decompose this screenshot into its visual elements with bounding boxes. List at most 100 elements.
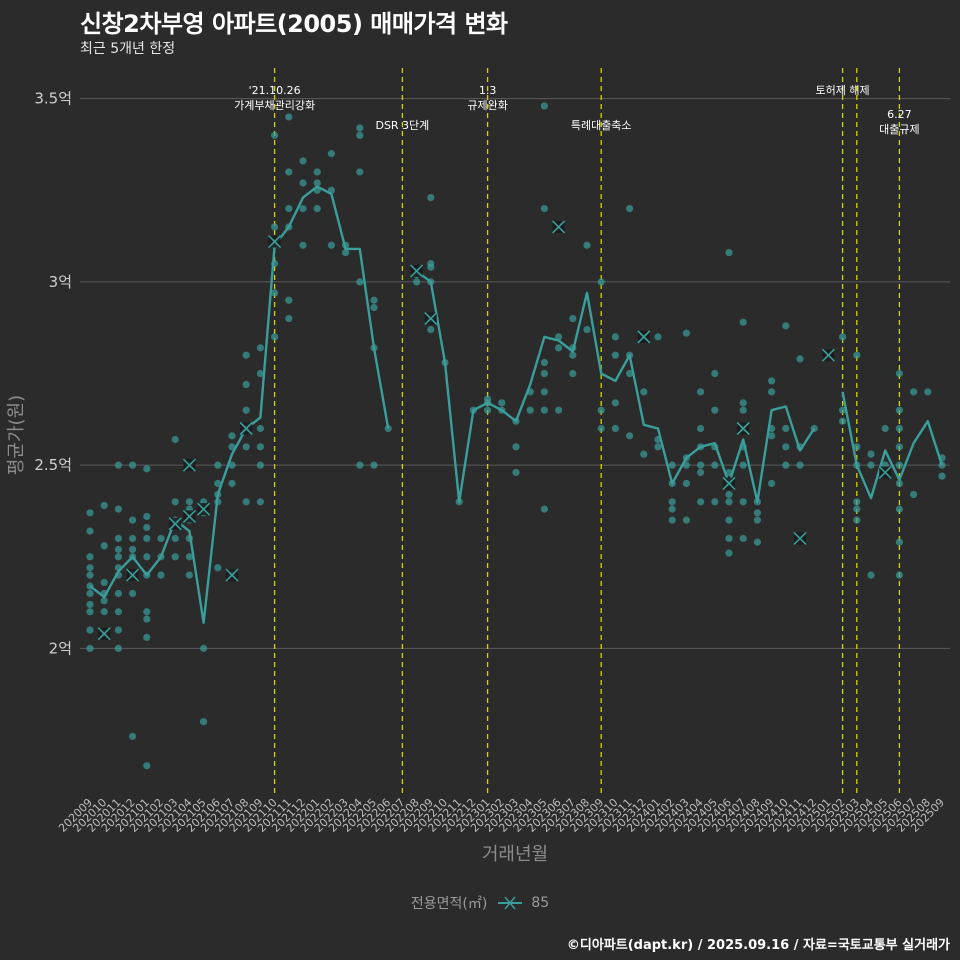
data-point <box>597 278 605 286</box>
x-marker-stroke <box>182 458 196 472</box>
data-point <box>271 289 279 297</box>
grid-lines <box>80 98 950 649</box>
x-marker <box>736 421 750 436</box>
data-point <box>86 600 94 609</box>
data-point <box>583 325 591 334</box>
data-point <box>697 498 705 506</box>
data-point <box>86 571 94 579</box>
x-marker <box>821 348 835 362</box>
data-point <box>185 571 193 579</box>
data-point <box>427 259 435 268</box>
data-point <box>271 333 279 341</box>
legend-title: 전용면적(㎡) <box>410 896 488 912</box>
data-point <box>114 553 122 561</box>
event-label: 특례대출축소 <box>571 119 632 132</box>
x-marker-stroke <box>878 465 892 480</box>
data-point <box>100 578 108 587</box>
data-point <box>271 223 279 231</box>
data-point <box>114 505 122 513</box>
data-point <box>924 388 932 396</box>
data-point <box>682 329 691 337</box>
data-point <box>725 498 733 506</box>
data-point <box>214 461 222 469</box>
data-point <box>697 388 705 396</box>
data-point <box>200 644 208 653</box>
event-label: 토허제 해제 <box>816 83 870 97</box>
legend-item-85: 85 <box>531 895 550 911</box>
data-point <box>271 131 279 139</box>
data-point <box>129 732 137 740</box>
x-marker-stroke <box>126 568 140 582</box>
data-point <box>129 534 137 543</box>
event-label: 1.3 <box>479 84 497 97</box>
data-point <box>143 608 151 616</box>
data-point <box>171 435 179 444</box>
x-marker-stroke <box>197 502 211 516</box>
data-point <box>313 168 321 176</box>
y-tick-label: 3억 <box>49 273 72 291</box>
data-point <box>753 538 762 546</box>
series-line-85 <box>89 185 944 624</box>
data-point <box>313 179 321 187</box>
data-point <box>256 443 264 451</box>
data-point <box>285 314 293 323</box>
data-point <box>796 355 804 363</box>
data-point <box>697 461 705 469</box>
data-point <box>867 450 875 458</box>
x-marker-stroke <box>97 627 111 641</box>
data-point <box>200 718 208 726</box>
data-point <box>910 490 918 499</box>
data-point <box>768 388 776 396</box>
data-point <box>626 369 634 378</box>
data-point <box>86 527 94 535</box>
x-marker <box>878 465 892 480</box>
data-point <box>768 479 776 488</box>
data-point <box>143 762 151 770</box>
data-point <box>157 571 165 579</box>
data-point <box>185 553 193 561</box>
footer-credit: ©디아파트(dapt.kr) / 2025.09.16 / 자료=국토교통부 실… <box>566 938 950 953</box>
data-point <box>540 406 549 414</box>
data-point <box>356 124 364 132</box>
data-point <box>100 597 108 605</box>
data-point <box>895 479 904 488</box>
x-marker-stroke <box>793 531 807 546</box>
data-point <box>668 505 676 513</box>
data-point <box>682 516 691 524</box>
data-point <box>895 424 904 433</box>
data-point <box>782 322 790 330</box>
data-point <box>143 523 151 532</box>
x-marker-stroke <box>424 311 438 326</box>
data-point <box>697 424 705 433</box>
x-marker <box>182 458 196 472</box>
scatter-points <box>86 102 946 770</box>
legend-key-icon <box>498 896 523 910</box>
x-marker <box>424 311 438 326</box>
data-point <box>86 644 94 653</box>
data-point <box>654 333 662 341</box>
legend: 전용면적(㎡) 85 <box>0 893 960 913</box>
y-tick-label: 2.5억 <box>34 456 72 474</box>
event-label: DSR 3단계 <box>375 119 429 132</box>
x-markers <box>97 220 892 641</box>
data-point <box>512 468 520 477</box>
data-point <box>484 406 492 414</box>
data-point <box>526 406 534 414</box>
data-point <box>853 498 861 506</box>
data-point <box>725 549 733 557</box>
data-point <box>711 406 719 414</box>
data-point <box>427 194 435 202</box>
data-point <box>143 534 151 543</box>
data-point <box>327 150 335 158</box>
data-point <box>356 278 364 286</box>
data-point <box>839 333 847 341</box>
data-point <box>114 626 122 634</box>
data-point <box>782 461 790 469</box>
event-label: 가계부채관리강화 <box>234 99 315 112</box>
data-point <box>597 424 605 433</box>
data-point <box>682 479 691 488</box>
data-point <box>498 399 506 407</box>
data-point <box>129 516 137 524</box>
data-point <box>114 461 122 469</box>
